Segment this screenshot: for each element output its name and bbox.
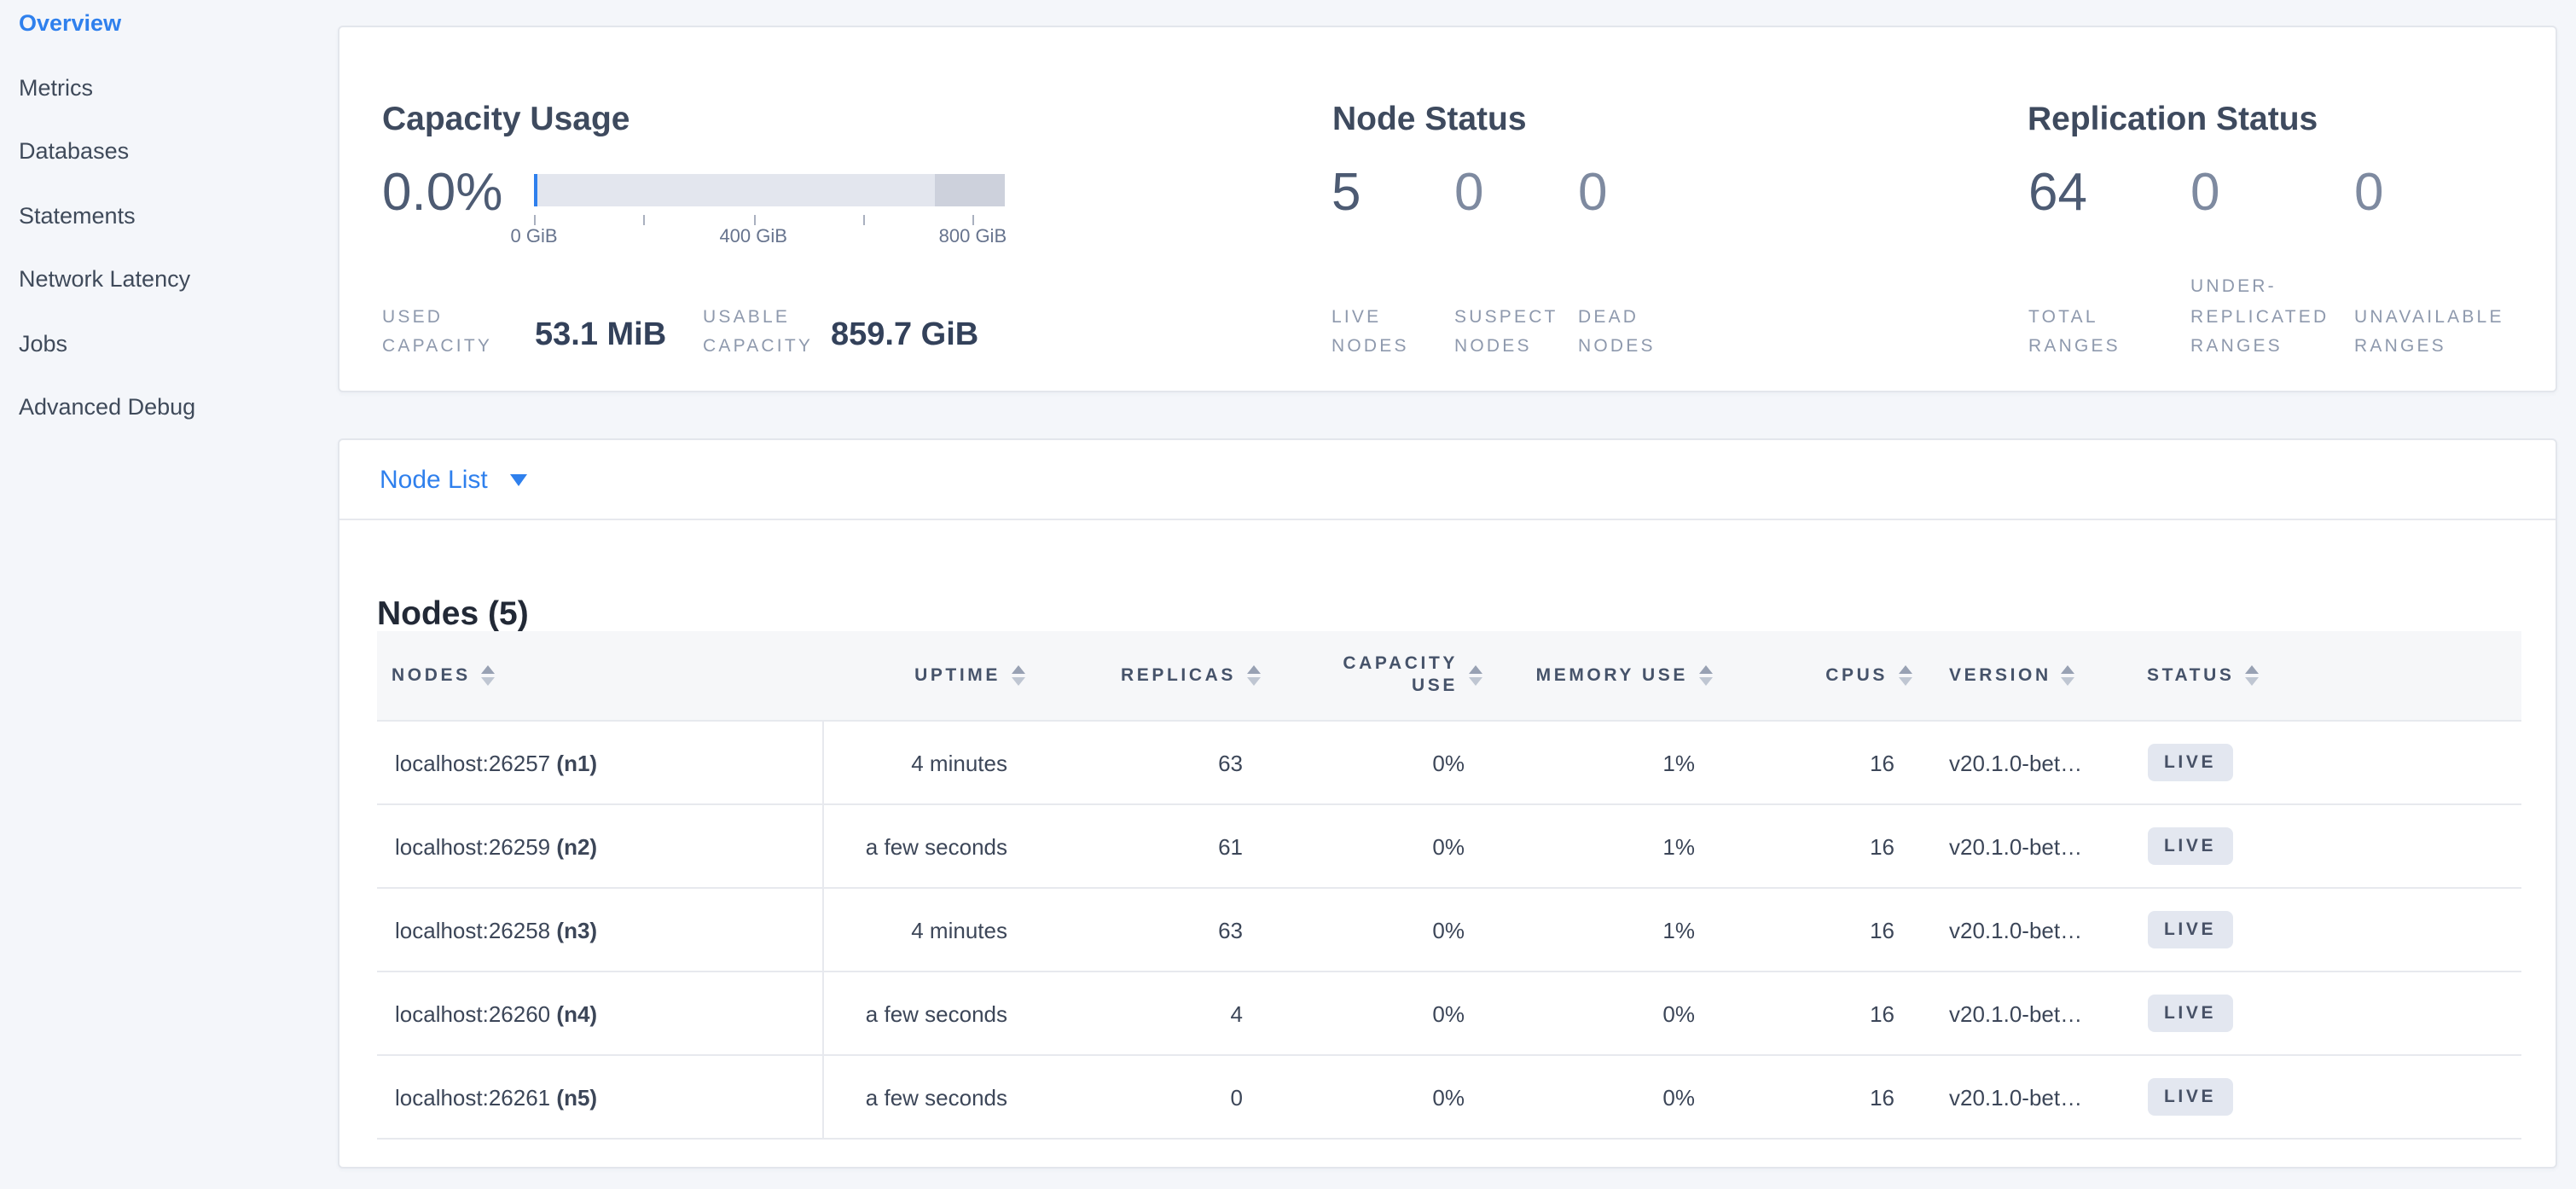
sidebar-item-statements[interactable]: Statements	[19, 202, 136, 229]
replication-status-title: Replication Status	[2028, 100, 2318, 138]
used-capacity-label: USED CAPACITY	[382, 306, 493, 357]
sort-icon	[1898, 664, 1912, 687]
node-list-dropdown-label: Node List	[380, 465, 488, 494]
capacity-axis-label-400: 400 GiB	[719, 227, 787, 247]
cluster-summary-card: Capacity Usage 0.0% 0 GiB 400 GiB 800 Gi…	[337, 26, 2557, 392]
sort-icon	[1011, 664, 1024, 687]
column-header-version[interactable]: VERSION	[1915, 631, 2126, 722]
node-status-title: Node Status	[1332, 100, 1527, 138]
chevron-down-icon	[509, 473, 527, 485]
nodes-card: Node List Nodes (5) NODES UPTIME	[337, 438, 2557, 1169]
sidebar-item-overview[interactable]: Overview	[19, 10, 122, 37]
column-header-capacity-use[interactable]: CAPACITY USE	[1263, 631, 1485, 722]
unavailable-ranges-value: 0	[2354, 162, 2384, 222]
table-row-n4[interactable]: localhost:26260 (n4) a few seconds 4 0% …	[376, 972, 2521, 1056]
sidebar-item-advanced-debug[interactable]: Advanced Debug	[19, 394, 196, 420]
sort-icon	[1698, 664, 1712, 687]
total-ranges-value: 64	[2028, 162, 2087, 222]
usable-capacity-value: 859.7 GiB	[831, 317, 979, 353]
live-nodes-value: 5	[1332, 162, 1361, 222]
status-badge: LIVE	[2147, 995, 2234, 1032]
capacity-axis-label-0: 0 GiB	[510, 227, 558, 247]
under-replicated-ranges-label: UNDER- REPLICATED RANGES	[2190, 276, 2329, 357]
dead-nodes-value: 0	[1578, 162, 1608, 222]
capacity-usage-bar	[534, 174, 1005, 206]
nodes-table: NODES UPTIME REPLICAS CAPACITY USE	[376, 631, 2521, 1140]
capacity-bar-used-segment	[534, 174, 537, 206]
capacity-usage-title: Capacity Usage	[382, 100, 630, 138]
column-header-memory-use[interactable]: MEMORY USE	[1485, 631, 1715, 722]
status-badge: LIVE	[2147, 1078, 2234, 1116]
table-row-n5[interactable]: localhost:26261 (n5) a few seconds 0 0% …	[376, 1055, 2521, 1140]
column-header-uptime[interactable]: UPTIME	[823, 631, 1028, 722]
sidebar: Overview Metrics Databases Statements Ne…	[0, 0, 336, 1189]
suspect-nodes-value: 0	[1454, 162, 1484, 222]
sidebar-item-jobs[interactable]: Jobs	[19, 330, 68, 357]
table-row-n2[interactable]: localhost:26259 (n2) a few seconds 61 0%…	[376, 804, 2521, 889]
sort-icon	[1246, 664, 1260, 687]
nodes-table-title: Nodes (5)	[377, 595, 529, 634]
status-badge: LIVE	[2147, 911, 2234, 948]
sort-icon	[2061, 664, 2075, 687]
unavailable-ranges-label: UNAVAILABLE RANGES	[2354, 306, 2504, 357]
capacity-axis-label-800: 800 GiB	[938, 227, 1007, 247]
capacity-used-percent: 0.0%	[382, 162, 503, 222]
column-header-cpus[interactable]: CPUS	[1715, 631, 1915, 722]
table-row-n1[interactable]: localhost:26257 (n1) 4 minutes 63 0% 1% …	[376, 721, 2521, 805]
sidebar-item-network-latency[interactable]: Network Latency	[19, 266, 191, 293]
sidebar-item-databases[interactable]: Databases	[19, 138, 130, 165]
column-header-status[interactable]: STATUS	[2126, 631, 2521, 722]
live-nodes-label: LIVE NODES	[1332, 306, 1409, 357]
total-ranges-label: TOTAL RANGES	[2028, 306, 2121, 357]
table-header-row: NODES UPTIME REPLICAS CAPACITY USE	[376, 631, 2521, 722]
sort-icon	[1468, 664, 1482, 687]
capacity-axis-ticks	[534, 214, 974, 224]
dead-nodes-label: DEAD NODES	[1578, 306, 1656, 357]
sidebar-nav-list: Overview Metrics Databases Statements Ne…	[0, 0, 336, 439]
suspect-nodes-label: SUSPECT NODES	[1454, 306, 1558, 357]
sidebar-item-metrics[interactable]: Metrics	[19, 74, 93, 101]
status-badge: LIVE	[2147, 744, 2234, 781]
under-replicated-ranges-value: 0	[2190, 162, 2220, 222]
column-header-replicas[interactable]: REPLICAS	[1028, 631, 1263, 722]
used-capacity-value: 53.1 MiB	[535, 317, 667, 353]
sort-icon	[480, 664, 495, 687]
sort-icon	[2244, 664, 2259, 687]
column-header-nodes[interactable]: NODES	[376, 631, 823, 722]
status-badge: LIVE	[2147, 827, 2234, 865]
usable-capacity-label: USABLE CAPACITY	[703, 306, 814, 357]
node-list-dropdown[interactable]: Node List	[339, 440, 2556, 520]
capacity-bar-reserved-segment	[935, 174, 1005, 206]
table-row-n3[interactable]: localhost:26258 (n3) 4 minutes 63 0% 1% …	[376, 888, 2521, 972]
